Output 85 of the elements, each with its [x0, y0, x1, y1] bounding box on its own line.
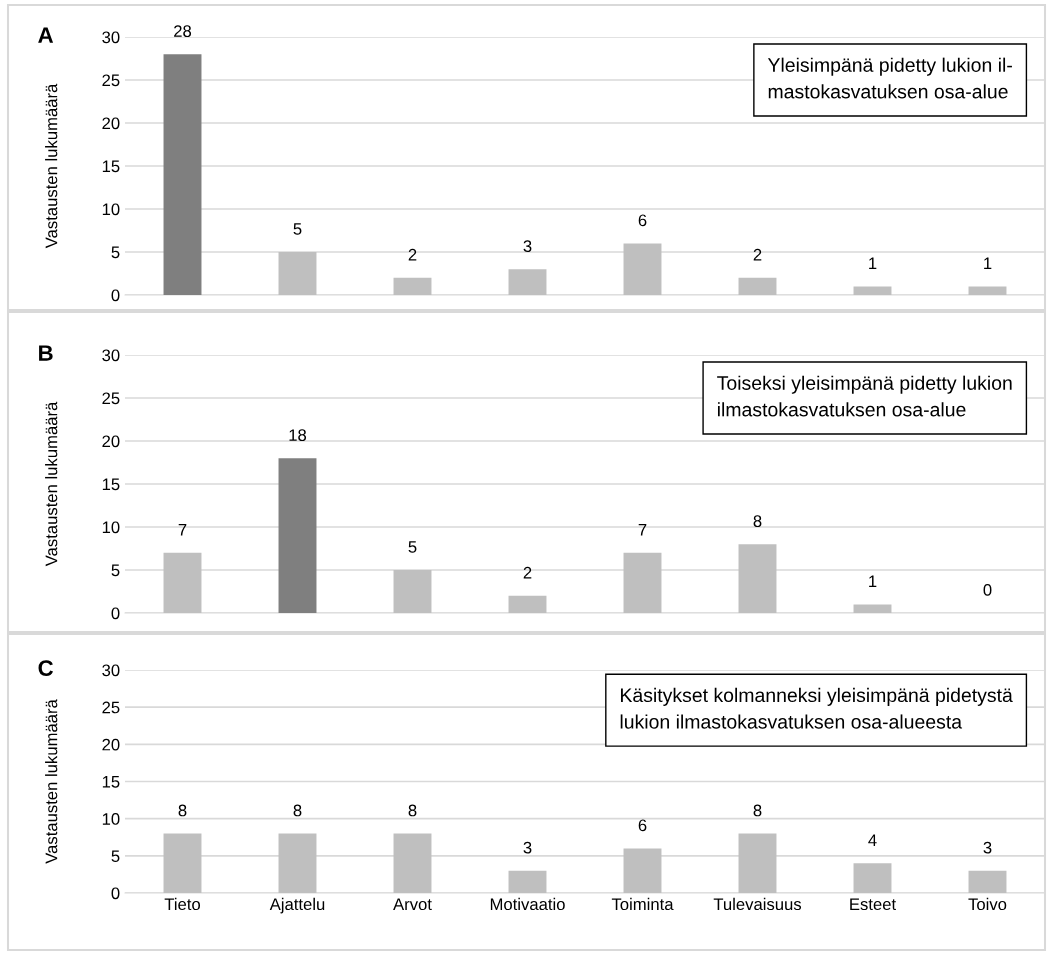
- data-label: 3: [983, 841, 992, 854]
- x-tick-label: Motivaatio: [490, 897, 565, 911]
- bar: [623, 848, 662, 893]
- data-label: 28: [174, 25, 192, 38]
- data-label: 7: [638, 523, 647, 536]
- data-label: 8: [408, 804, 417, 817]
- x-tick-label: Ajattelu: [269, 897, 325, 914]
- data-label: 8: [753, 515, 762, 528]
- text: Yleisimpänä pidetty lukion il- mastokasvatuksen osa-alue: [767, 57, 1012, 99]
- y-tick-label: 10: [102, 203, 120, 216]
- text: Käsitykset kolmanneksi yleisimpänä pidetystä lukion ilmastokasvatuksen osa-alueesta: [620, 687, 1013, 729]
- data-label: 2: [523, 566, 532, 579]
- data-label: 5: [293, 223, 302, 235]
- bar: [623, 552, 662, 613]
- y-tick-label: 20: [102, 117, 120, 130]
- y-tick-label: 5: [111, 246, 120, 259]
- data-label: 3: [523, 240, 532, 253]
- data-label: 8: [753, 804, 762, 817]
- y-tick-label: 25: [102, 74, 120, 87]
- data-label: 2: [408, 248, 417, 261]
- bar: [163, 552, 202, 613]
- x-tick-label: Arvot: [393, 898, 432, 911]
- data-label: 8: [178, 804, 187, 817]
- y-tick-label: 0: [111, 607, 120, 620]
- y-tick-label: 20: [102, 738, 120, 751]
- bar: [738, 833, 777, 893]
- data-label: 18: [289, 429, 307, 442]
- x-tick-label: Toiminta: [611, 897, 674, 911]
- y-tick-label: 30: [102, 664, 120, 677]
- y-tick-label: 0: [111, 289, 120, 302]
- data-label: 5: [408, 541, 417, 553]
- bar: [623, 243, 662, 295]
- y-axis-title: Vastausten lukumäärä: [45, 401, 58, 567]
- data-label: 8: [293, 804, 302, 817]
- data-label: 0: [983, 584, 992, 596]
- data-label: 7: [178, 523, 187, 536]
- bar: [853, 863, 892, 893]
- bar: [853, 286, 892, 295]
- data-label: 1: [869, 257, 877, 270]
- data-label: 3: [523, 841, 532, 854]
- y-tick-label: 25: [102, 701, 120, 714]
- y-tick-label: 5: [111, 564, 120, 577]
- bar: [278, 833, 317, 893]
- bar: [508, 269, 547, 295]
- y-tick-label: 20: [102, 435, 120, 448]
- bar: [278, 252, 317, 295]
- bar: [508, 870, 547, 893]
- x-tick-label: Tulevaisuus: [713, 897, 802, 911]
- y-axis-title: Vastausten lukumäärä: [45, 699, 58, 864]
- bar: [393, 277, 432, 295]
- y-tick-label: 5: [111, 850, 120, 863]
- x-tick-label: Esteet: [850, 898, 896, 911]
- bar: [508, 595, 547, 613]
- bar: [278, 458, 317, 613]
- y-tick-label: 10: [102, 521, 120, 534]
- bar: [163, 54, 202, 295]
- data-label: 1: [984, 257, 992, 270]
- bar: [738, 277, 777, 295]
- x-tick-label: Tieto: [164, 897, 201, 911]
- x-tick-label: Toivo: [968, 897, 1007, 911]
- data-label: 6: [638, 214, 647, 227]
- text: B: [39, 345, 53, 361]
- data-label: 6: [638, 819, 647, 832]
- bar: [968, 870, 1007, 893]
- text: Toiseksi yleisimpänä pidetty lukion ilmastokasvatuksen osa-alue: [717, 375, 1012, 417]
- y-tick-label: 10: [102, 813, 120, 825]
- y-tick-label: 25: [102, 392, 120, 405]
- y-tick-label: 30: [102, 31, 120, 44]
- data-label: 1: [869, 575, 877, 588]
- text: A: [38, 27, 54, 43]
- y-tick-label: 15: [102, 776, 120, 788]
- y-tick-label: 15: [102, 160, 120, 173]
- bar: [853, 604, 892, 613]
- y-tick-label: 30: [102, 349, 120, 362]
- text: C: [38, 660, 54, 676]
- y-tick-label: 0: [111, 887, 120, 900]
- bar: [968, 286, 1007, 295]
- bar: [738, 544, 777, 613]
- bar: [393, 833, 432, 893]
- bar: [393, 570, 432, 613]
- bar: [163, 833, 202, 893]
- data-label: 2: [753, 248, 762, 261]
- y-tick-label: 15: [102, 478, 120, 491]
- data-label: 4: [868, 834, 877, 846]
- y-axis-title: Vastausten lukumäärä: [45, 83, 58, 249]
